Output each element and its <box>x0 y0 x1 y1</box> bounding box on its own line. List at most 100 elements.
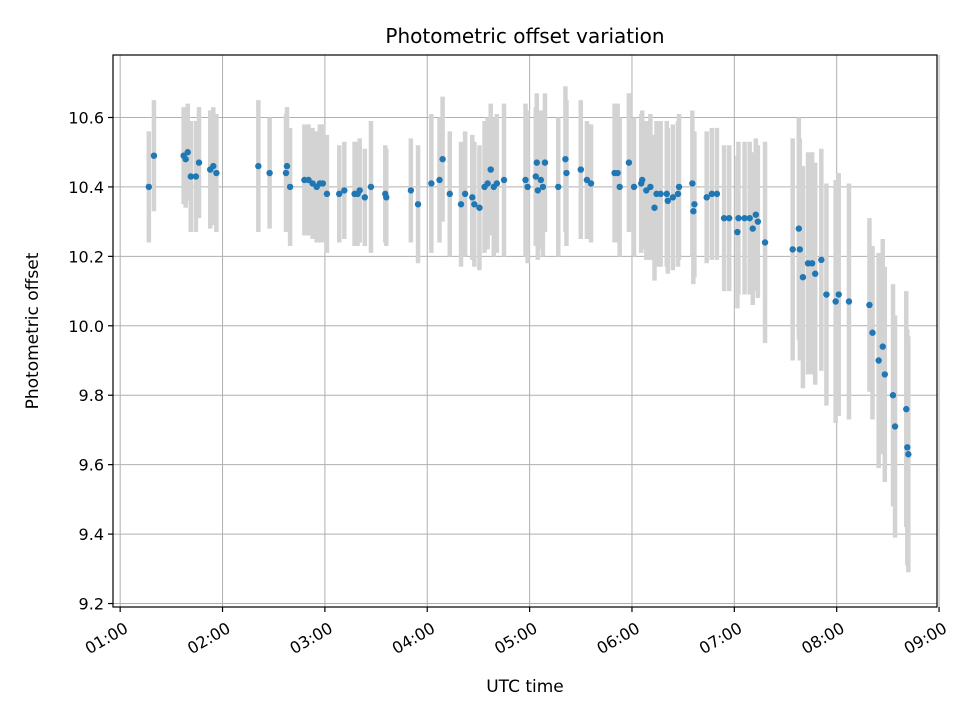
data-point <box>428 180 435 187</box>
data-point <box>187 173 194 180</box>
data-point <box>562 155 569 163</box>
y-tick-label: 9.6 <box>79 456 104 475</box>
data-point <box>323 190 331 198</box>
data-point <box>195 159 203 166</box>
data-point <box>811 270 819 277</box>
data-point <box>532 173 539 180</box>
data-point <box>319 180 327 187</box>
data-point <box>866 301 873 309</box>
data-point <box>881 371 888 378</box>
data-point <box>669 194 677 201</box>
data-point <box>657 190 664 198</box>
data-point <box>879 343 886 350</box>
data-point <box>283 162 291 170</box>
data-point <box>823 291 830 298</box>
data-point <box>150 152 158 159</box>
data-point <box>476 204 483 211</box>
data-point <box>436 176 443 184</box>
data-point <box>795 225 803 232</box>
data-point <box>461 190 469 198</box>
data-point <box>487 166 494 173</box>
data-point <box>500 176 508 184</box>
data-point <box>577 166 584 173</box>
data-point <box>266 169 273 177</box>
data-point <box>869 329 876 336</box>
data-point <box>845 298 853 305</box>
chart-title: Photometric offset variation <box>385 24 664 48</box>
data-point <box>818 256 825 264</box>
data-point <box>720 214 728 222</box>
data-point <box>808 260 816 267</box>
y-tick-label: 10.2 <box>68 247 104 266</box>
data-point <box>383 194 390 201</box>
data-point <box>555 183 562 191</box>
data-point <box>703 194 710 201</box>
data-point <box>616 183 623 191</box>
data-point <box>735 214 742 222</box>
data-point <box>537 176 545 184</box>
data-point <box>356 187 363 194</box>
data-point <box>713 190 721 198</box>
data-point <box>651 204 658 211</box>
data-point <box>541 159 549 166</box>
data-point <box>749 225 756 232</box>
data-point <box>647 183 654 191</box>
data-point <box>563 169 570 177</box>
data-point <box>741 214 748 222</box>
data-point <box>835 291 842 298</box>
data-point <box>903 405 910 413</box>
data-point <box>754 218 762 225</box>
data-point <box>889 392 897 399</box>
data-point <box>210 162 217 170</box>
y-tick-label: 9.4 <box>79 525 104 544</box>
data-point <box>484 180 491 187</box>
data-point <box>534 187 541 194</box>
data-point <box>761 239 769 246</box>
plot-frame <box>112 54 938 608</box>
data-point <box>904 444 911 451</box>
data-point <box>708 190 716 198</box>
data-point <box>674 190 682 198</box>
data-point <box>726 214 733 222</box>
data-point <box>663 190 670 198</box>
y-tick-label: 10.6 <box>68 108 104 127</box>
data-point <box>691 201 698 208</box>
data-point <box>182 155 189 163</box>
data-point <box>286 183 294 191</box>
data-point <box>361 194 369 201</box>
data-point <box>799 273 807 281</box>
data-point <box>832 298 839 305</box>
data-point <box>664 197 671 205</box>
data-point <box>752 211 760 218</box>
data-point <box>746 214 753 222</box>
data-point <box>446 190 453 198</box>
data-point <box>639 176 646 184</box>
data-point <box>587 180 595 187</box>
data-point <box>407 187 415 194</box>
data-point <box>891 423 899 430</box>
data-point <box>734 228 741 236</box>
data-point <box>789 246 796 253</box>
data-point <box>282 169 290 177</box>
data-point <box>524 183 531 191</box>
data-point <box>184 149 191 156</box>
data-point <box>689 180 696 187</box>
y-axis-title: Photometric offset <box>23 252 43 409</box>
data-point <box>796 246 804 253</box>
data-point <box>533 159 540 166</box>
data-point <box>539 183 547 191</box>
data-point <box>414 201 422 208</box>
data-point <box>522 176 529 184</box>
y-tick-label: 10.4 <box>68 178 104 197</box>
data-point <box>439 155 446 163</box>
data-point <box>690 208 697 215</box>
data-points <box>145 149 912 458</box>
data-point <box>675 183 683 191</box>
data-point <box>367 183 375 191</box>
data-point <box>469 194 476 201</box>
data-point <box>875 357 882 364</box>
data-point <box>457 201 465 208</box>
data-point <box>625 159 633 166</box>
y-tick-label: 9.2 <box>79 595 104 614</box>
